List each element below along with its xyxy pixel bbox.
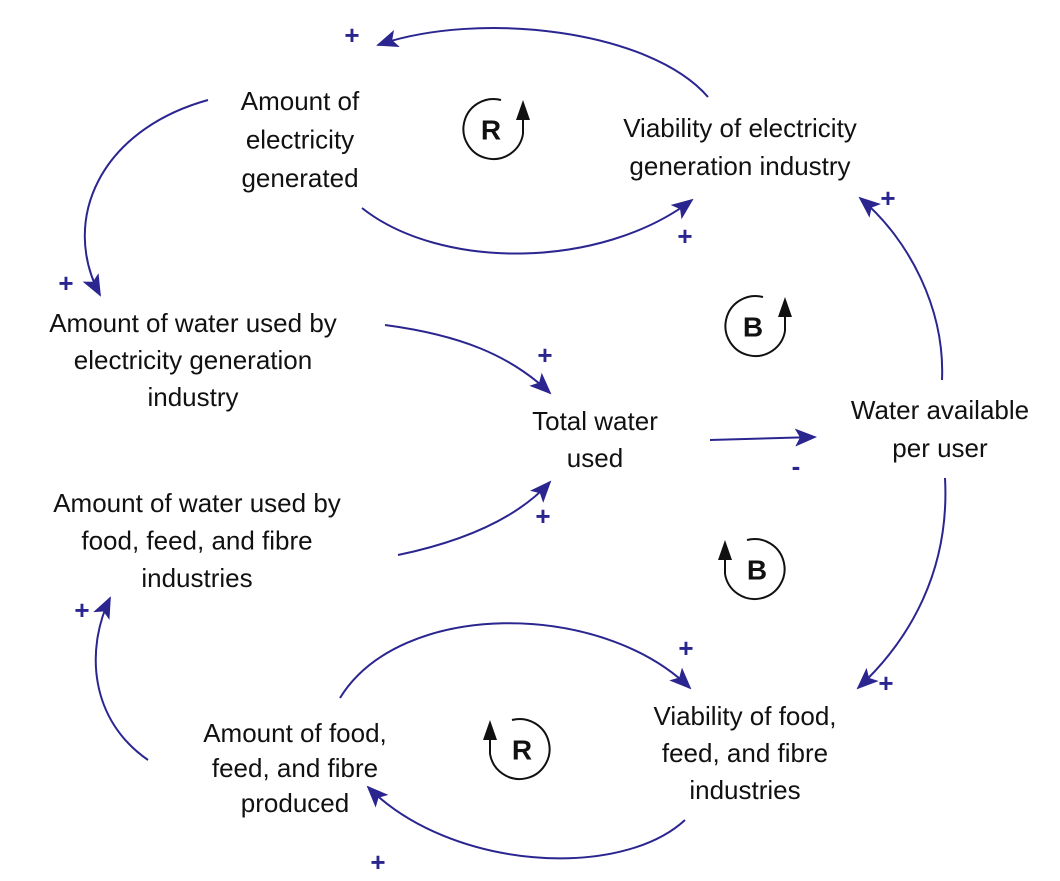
- link-polarity: +: [537, 340, 552, 370]
- loop-arc: [724, 295, 786, 357]
- node-label-line: Total water: [532, 406, 658, 436]
- node: Amount of water used by electricity gener…: [49, 308, 337, 412]
- node-label-line: industry: [147, 382, 238, 412]
- node: Total water used: [532, 406, 658, 473]
- node-label-line: electricity generation: [74, 345, 312, 375]
- loop-letter: R: [512, 734, 532, 765]
- node-label-line: generation industry: [629, 151, 850, 181]
- link-arrow: [384, 324, 552, 395]
- loop-indicator: B: [718, 538, 786, 600]
- node-label-line: per user: [892, 433, 988, 463]
- link-arrow: [93, 596, 149, 761]
- loop-arrowhead: [516, 100, 530, 120]
- link-arrow: [366, 785, 686, 860]
- link-arrow: [397, 480, 552, 556]
- node-label-line: feed, and fibre: [662, 738, 828, 768]
- link: +: [856, 477, 947, 698]
- loop-letter: B: [747, 554, 767, 585]
- loop-arc: [489, 718, 551, 780]
- link: +: [74, 595, 149, 761]
- link: +: [397, 480, 552, 556]
- link-polarity: +: [58, 268, 73, 298]
- node: Viability of food, feed, and fibre industr…: [653, 701, 836, 805]
- link-polarity: +: [880, 183, 895, 213]
- node: Amount of water used by food, feed, and f…: [53, 488, 341, 593]
- link-arrow: [376, 27, 709, 98]
- link-arrow: [856, 477, 947, 690]
- node-label-line: Amount of food,: [203, 718, 387, 748]
- loop-arrowhead: [718, 540, 732, 560]
- node-label-line: used: [567, 443, 623, 473]
- loop-arrowhead: [778, 297, 792, 317]
- link: +: [384, 324, 553, 395]
- link-polarity: +: [678, 633, 693, 663]
- node-label-line: industries: [689, 775, 800, 805]
- link-polarity: +: [74, 595, 89, 625]
- node-label-line: generated: [241, 163, 358, 193]
- node-label-line: industries: [141, 563, 252, 593]
- link-arrow: [339, 622, 692, 699]
- loop-arrowhead: [483, 720, 497, 740]
- node-label-line: food, feed, and fibre: [81, 525, 312, 555]
- loop-indicator: B: [724, 295, 792, 357]
- node: Amount of electricity generated: [241, 86, 360, 193]
- node: Amount of food, feed, and fibre produced: [203, 718, 387, 818]
- node-label-line: electricity: [246, 124, 354, 154]
- link: +: [858, 183, 944, 381]
- link-polarity: +: [370, 847, 385, 876]
- node-label-line: produced: [241, 788, 349, 818]
- loop-indicator: R: [462, 98, 530, 160]
- link-polarity: +: [677, 221, 692, 251]
- loop-letter: B: [743, 311, 763, 342]
- link-polarity: +: [878, 668, 893, 698]
- link: +: [58, 99, 209, 298]
- node-label-line: Viability of electricity: [623, 113, 857, 143]
- node-label-line: feed, and fibre: [212, 753, 378, 783]
- node-label-line: Water available: [851, 395, 1029, 425]
- link: -: [709, 428, 817, 481]
- link-arrow: [82, 99, 209, 297]
- link-arrow: [361, 198, 694, 255]
- loop-indicator: R: [483, 718, 551, 780]
- node-label-line: Amount of: [241, 86, 360, 116]
- node-label-line: Amount of water used by: [53, 488, 341, 518]
- link: +: [344, 20, 709, 98]
- link: +: [366, 785, 686, 877]
- node-label-line: Viability of food,: [653, 701, 836, 731]
- node: Water available per user: [851, 395, 1029, 463]
- link: +: [361, 198, 694, 255]
- link-arrow: [858, 196, 944, 381]
- loop-arc: [462, 98, 524, 160]
- link-polarity: +: [344, 20, 359, 50]
- loop-letter: R: [481, 114, 501, 145]
- loop-arc: [724, 538, 786, 600]
- link-arrow: [709, 428, 817, 447]
- link-polarity: -: [792, 451, 801, 481]
- link-polarity: +: [535, 501, 550, 531]
- node-label-line: Amount of water used by: [49, 308, 337, 338]
- link: +: [339, 622, 694, 699]
- node: Viability of electricity generation indus…: [623, 113, 857, 181]
